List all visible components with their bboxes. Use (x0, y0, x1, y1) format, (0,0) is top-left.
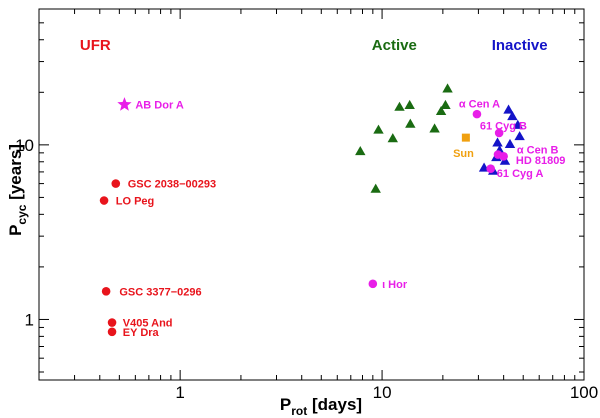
special-star-point (117, 97, 132, 111)
active-point (394, 101, 405, 111)
inactive-point (514, 131, 525, 141)
star-label: ι Hor (382, 279, 408, 291)
group-label: Active (372, 37, 417, 54)
group-label: Inactive (492, 37, 548, 54)
star-label: α Cen B (517, 145, 559, 157)
star-label: EY Dra (123, 327, 160, 339)
active-point (440, 99, 451, 109)
inactive-point (503, 104, 514, 114)
inactive-point (507, 110, 518, 121)
star-label: AB Dor A (135, 100, 184, 112)
ufr-point (107, 318, 117, 327)
star-label: V405 And (123, 318, 173, 330)
y-tick-label: 10 (15, 136, 34, 155)
star-label: LO Peg (116, 196, 155, 208)
x-axis-title-sub: rot (291, 404, 307, 418)
special-point (368, 279, 378, 289)
active-point (405, 118, 416, 128)
x-axis-title-main: P (280, 395, 291, 414)
x-axis-title: Prot [days] (280, 395, 362, 418)
inactive-point (512, 119, 523, 129)
active-point (355, 145, 366, 156)
active-point (404, 99, 415, 109)
star-label: GSC 2038−00293 (128, 179, 216, 191)
active-point (373, 124, 384, 134)
ufr-point (101, 286, 111, 296)
plot-frame (38, 8, 585, 381)
active-point (435, 105, 447, 116)
x-tick-label: 100 (570, 383, 598, 402)
y-axis-title-rest: [years] (6, 144, 25, 204)
special-point (486, 164, 495, 174)
active-point (387, 133, 398, 143)
star-label: 61 Cyg B (480, 121, 527, 133)
star-label: Sun (453, 148, 474, 160)
y-axis-title-sub: cyc (15, 204, 29, 224)
x-axis-title-rest: [days] (307, 395, 362, 414)
annotations: AB Dor A GSC 2038−00293 LO Peg GSC 3377−029… (80, 37, 566, 339)
special-point (472, 109, 482, 119)
y-axis-title: Pcyc [years] (6, 144, 29, 236)
axis-ticks: 1 10 100 1 10 (15, 8, 598, 402)
ufr-point (107, 327, 117, 337)
ufr-point (111, 179, 121, 188)
star-label: HD 81809 (516, 155, 566, 167)
star-label: 61 Cyg A (497, 168, 544, 180)
x-tick-label: 1 (175, 383, 184, 402)
special-point (499, 151, 508, 161)
group-label: UFR (80, 37, 111, 54)
star-label: GSC 3377−0296 (119, 286, 201, 298)
data-points (99, 83, 525, 337)
active-point (370, 183, 381, 193)
star-label: α Cen A (459, 99, 500, 111)
sun-point (461, 133, 470, 142)
special-point (494, 128, 504, 138)
active-point (442, 83, 453, 93)
inactive-point (492, 137, 503, 147)
y-axis-title-main: P (6, 225, 25, 236)
inactive-point (504, 138, 516, 149)
x-tick-label: 10 (373, 383, 392, 402)
active-point (429, 123, 440, 133)
ufr-point (99, 196, 109, 205)
y-tick-label: 1 (25, 310, 34, 329)
